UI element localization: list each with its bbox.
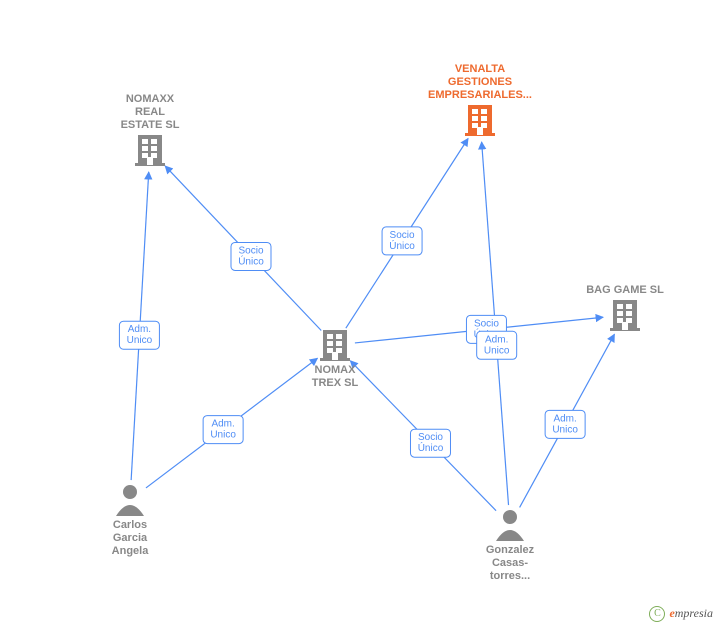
edge-label-text: Socio (418, 432, 443, 443)
building-node[interactable]: VENALTAGESTIONESEMPRESARIALES... (428, 63, 532, 136)
footer-brand: Cempresia (649, 606, 713, 622)
edge-label-text: Adm. (211, 419, 234, 430)
edge-label-text: Adm. (128, 324, 151, 335)
edge-label-text: Adm. (553, 413, 576, 424)
edge-label-text: Socio (474, 318, 499, 329)
edge-label-text: Único (418, 441, 444, 454)
node-label: ESTATE SL (121, 119, 180, 131)
edge-label-text: Unico (127, 335, 153, 346)
node-label: GESTIONES (448, 76, 512, 88)
edge-label-text: Único (389, 239, 415, 252)
node-label: TREX SL (312, 377, 359, 389)
node-label: REAL (135, 106, 165, 118)
node-label: torres... (490, 570, 530, 582)
edge-label-text: Socio (390, 230, 415, 241)
network-diagram: Adm.UnicoAdm.UnicoSocioÚnicoSocioÚnicoSo… (0, 0, 728, 630)
node-label: Angela (112, 545, 150, 557)
edge-label-text: Unico (552, 424, 578, 435)
brand-rest: mpresia (675, 606, 713, 620)
edge-label-text: Adm. (485, 334, 508, 345)
node-label: VENALTA (455, 63, 505, 75)
node-label: NOMAXX (126, 93, 175, 105)
building-node[interactable]: NOMAXXREALESTATE SL (121, 93, 180, 166)
person-node[interactable]: CarlosGarciaAngela (112, 485, 150, 557)
node-label: Gonzalez (486, 544, 535, 556)
node-label: Carlos (113, 519, 147, 531)
node-label: BAG GAME SL (586, 284, 664, 296)
edge-label-text: Unico (484, 345, 510, 356)
edge-label-text: Único (238, 254, 264, 267)
node-label: Casas- (492, 557, 528, 569)
person-node[interactable]: GonzalezCasas-torres... (486, 510, 535, 582)
node-label: Garcia (113, 532, 148, 544)
node-label: NOMAX (315, 364, 357, 376)
copyright-icon: C (649, 606, 665, 622)
edge-label-text: Socio (238, 245, 263, 256)
building-node[interactable]: NOMAXTREX SL (312, 330, 359, 389)
edge-label-text: Unico (210, 430, 236, 441)
node-label: EMPRESARIALES... (428, 89, 532, 101)
building-node[interactable]: BAG GAME SL (586, 284, 664, 331)
